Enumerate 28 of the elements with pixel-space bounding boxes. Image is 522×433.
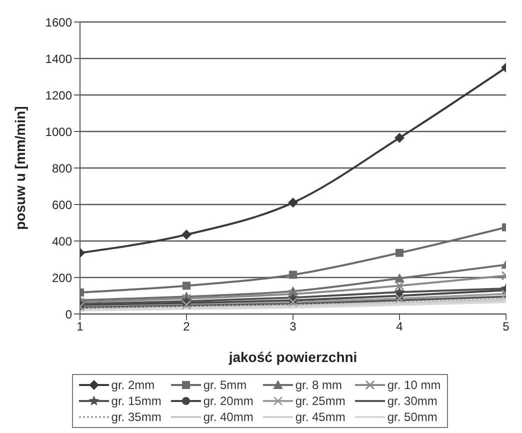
x-tick-label: 1: [76, 320, 84, 334]
x-tick-label: 5: [502, 320, 510, 334]
y-tick-label: 200: [52, 270, 72, 285]
y-tick-label: 1200: [45, 88, 72, 102]
legend-label: gr. 45mm: [295, 410, 346, 424]
x-tick-label: 4: [396, 320, 404, 334]
y-tick-label: 1000: [45, 124, 72, 139]
legend-label: gr. 10 mm: [387, 378, 441, 392]
x-tick-label: 2: [183, 320, 190, 334]
y-tick-label: 600: [52, 198, 72, 212]
legend-label: gr. 20mm: [203, 394, 254, 408]
x-tick-label: 3: [290, 320, 297, 334]
legend-label: gr. 5mm: [203, 378, 247, 392]
y-axis-title: posuw u [mm/min]: [12, 106, 28, 230]
legend-label: gr. 50mm: [387, 410, 438, 424]
y-tick-label: 400: [52, 234, 72, 248]
legend-label: gr. 15mm: [111, 394, 162, 408]
legend-label: gr. 25mm: [295, 394, 346, 408]
legend-label: gr. 8 mm: [295, 378, 342, 392]
legend-label: gr. 2mm: [111, 378, 155, 392]
x-axis-title: jakość powierzchni: [228, 349, 358, 365]
y-tick-label: 0: [65, 307, 72, 322]
legend-label: gr. 30mm: [387, 394, 438, 408]
legend-label: gr. 40mm: [203, 410, 254, 424]
y-tick-label: 1400: [45, 52, 72, 66]
legend-label: gr. 35mm: [111, 410, 162, 424]
y-tick-label: 800: [52, 161, 72, 176]
y-tick-label: 1600: [45, 15, 72, 30]
